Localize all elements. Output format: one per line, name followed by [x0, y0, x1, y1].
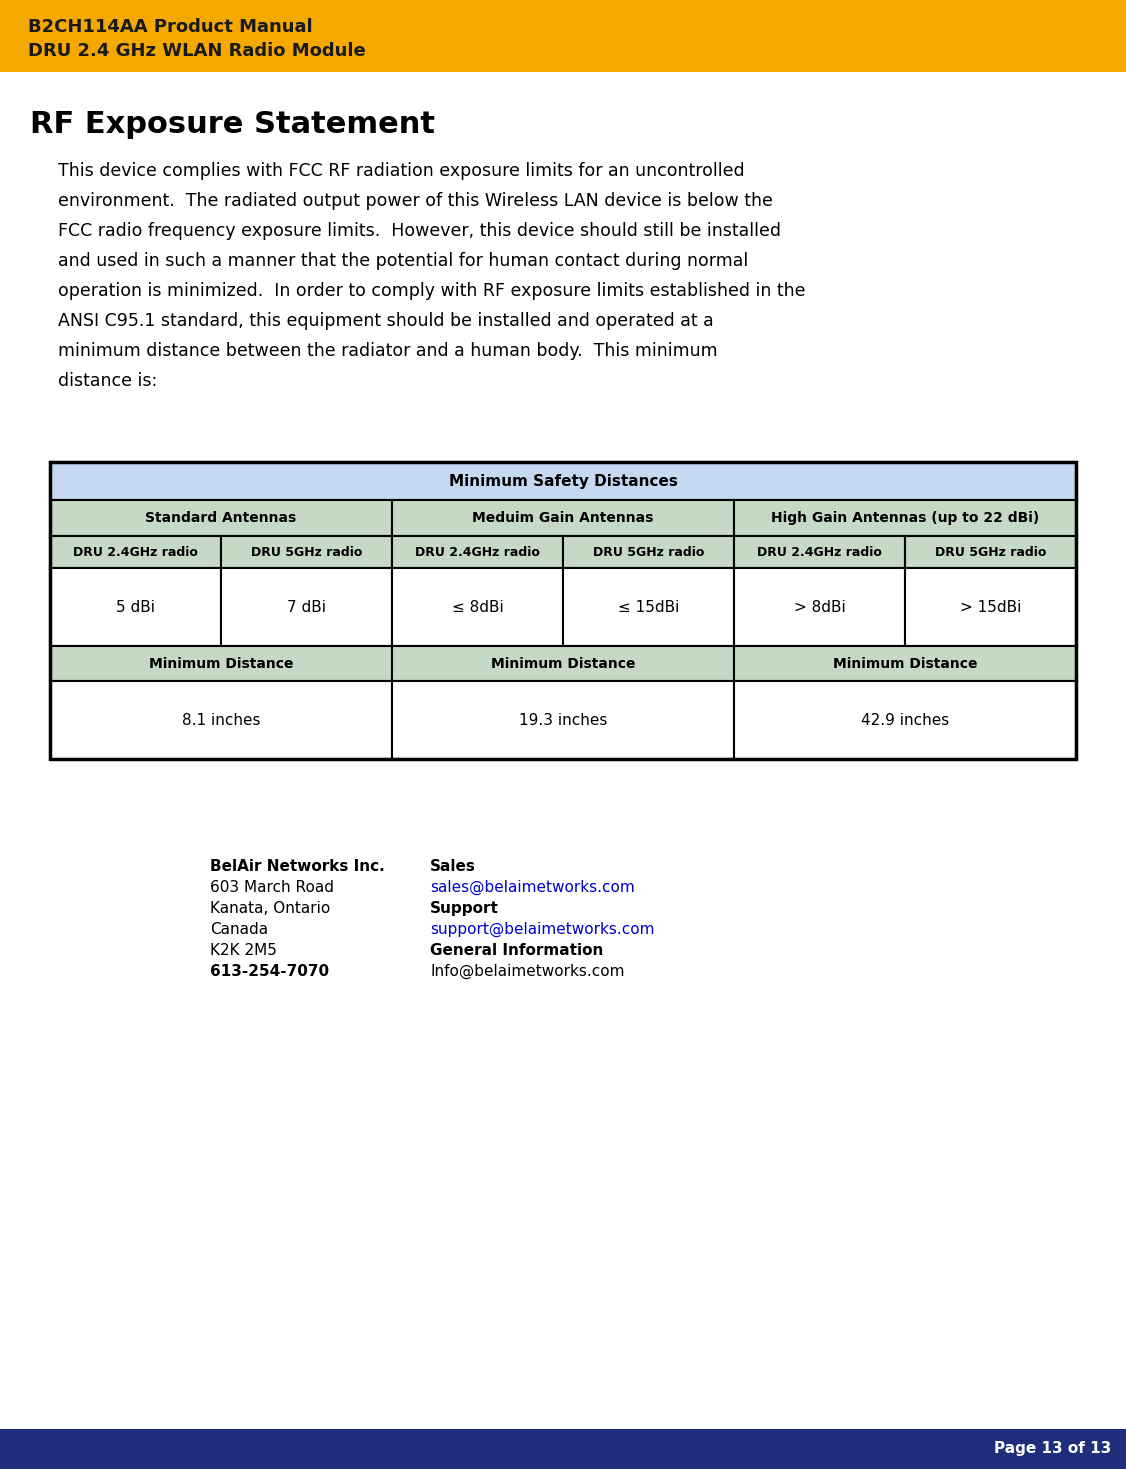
Text: K2K 2M5: K2K 2M5 — [211, 943, 277, 958]
Text: DRU 5GHz radio: DRU 5GHz radio — [251, 545, 363, 558]
Bar — [734, 536, 905, 569]
Bar — [392, 682, 734, 759]
Text: distance is:: distance is: — [59, 372, 158, 389]
Bar — [50, 682, 392, 759]
Text: > 8dBi: > 8dBi — [794, 599, 846, 614]
Bar — [905, 536, 1076, 569]
Text: 7 dBi: 7 dBi — [287, 599, 327, 614]
Text: 8.1 inches: 8.1 inches — [181, 712, 260, 727]
Bar — [734, 646, 1076, 682]
Bar — [734, 682, 1076, 759]
Bar — [392, 646, 734, 682]
Text: Meduim Gain Antennas: Meduim Gain Antennas — [472, 511, 654, 524]
Text: DRU 2.4GHz radio: DRU 2.4GHz radio — [415, 545, 540, 558]
Text: 19.3 inches: 19.3 inches — [519, 712, 607, 727]
Bar — [50, 461, 1076, 759]
Text: Minimum Safety Distances: Minimum Safety Distances — [448, 473, 678, 489]
Bar — [563, 569, 734, 646]
Bar — [50, 569, 221, 646]
Text: DRU 2.4 GHz WLAN Radio Module: DRU 2.4 GHz WLAN Radio Module — [28, 43, 366, 60]
Text: 613-254-7070: 613-254-7070 — [211, 964, 329, 978]
Bar — [50, 646, 392, 682]
Text: ANSI C95.1 standard, this equipment should be installed and operated at a: ANSI C95.1 standard, this equipment shou… — [59, 311, 714, 331]
Text: Standard Antennas: Standard Antennas — [145, 511, 296, 524]
Text: 5 dBi: 5 dBi — [116, 599, 155, 614]
Text: 42.9 inches: 42.9 inches — [861, 712, 949, 727]
Text: DRU 2.4GHz radio: DRU 2.4GHz radio — [73, 545, 198, 558]
Text: BelAir Networks Inc.: BelAir Networks Inc. — [211, 859, 385, 874]
Text: Support: Support — [430, 900, 499, 917]
Text: minimum distance between the radiator and a human body.  This minimum: minimum distance between the radiator an… — [59, 342, 717, 360]
Bar — [392, 569, 563, 646]
Bar — [392, 499, 734, 536]
Bar — [50, 461, 1076, 499]
Text: FCC radio frequency exposure limits.  However, this device should still be insta: FCC radio frequency exposure limits. How… — [59, 222, 781, 239]
Bar — [905, 569, 1076, 646]
Bar — [221, 536, 392, 569]
Text: This device complies with FCC RF radiation exposure limits for an uncontrolled: This device complies with FCC RF radiati… — [59, 162, 744, 181]
Bar — [50, 536, 221, 569]
Text: Page 13 of 13: Page 13 of 13 — [994, 1441, 1111, 1456]
Text: ≤ 15dBi: ≤ 15dBi — [618, 599, 679, 614]
Bar — [0, 0, 1126, 72]
Bar — [734, 569, 905, 646]
Bar — [734, 499, 1076, 536]
Text: support@belaimetworks.com: support@belaimetworks.com — [430, 923, 654, 937]
Text: Sales: Sales — [430, 859, 476, 874]
Text: High Gain Antennas (up to 22 dBi): High Gain Antennas (up to 22 dBi) — [771, 511, 1039, 524]
Text: Minimum Distance: Minimum Distance — [149, 657, 293, 670]
Bar — [50, 499, 392, 536]
Bar — [563, 536, 734, 569]
Text: 603 March Road: 603 March Road — [211, 880, 334, 895]
Bar — [392, 536, 563, 569]
Text: Kanata, Ontario: Kanata, Ontario — [211, 900, 330, 917]
Text: DRU 5GHz radio: DRU 5GHz radio — [592, 545, 704, 558]
Text: environment.  The radiated output power of this Wireless LAN device is below the: environment. The radiated output power o… — [59, 192, 772, 210]
Text: > 15dBi: > 15dBi — [959, 599, 1021, 614]
Bar — [221, 569, 392, 646]
Text: Minimum Distance: Minimum Distance — [833, 657, 977, 670]
Text: B2CH114AA Product Manual: B2CH114AA Product Manual — [28, 18, 313, 37]
Text: General Information: General Information — [430, 943, 604, 958]
Text: DRU 2.4GHz radio: DRU 2.4GHz radio — [757, 545, 882, 558]
Text: Info@belaimetworks.com: Info@belaimetworks.com — [430, 964, 625, 980]
Text: operation is minimized.  In order to comply with RF exposure limits established : operation is minimized. In order to comp… — [59, 282, 805, 300]
Bar — [0, 1429, 1126, 1469]
Text: ≤ 8dBi: ≤ 8dBi — [452, 599, 503, 614]
Text: sales@belaimetworks.com: sales@belaimetworks.com — [430, 880, 635, 895]
Text: RF Exposure Statement: RF Exposure Statement — [30, 110, 435, 140]
Text: and used in such a manner that the potential for human contact during normal: and used in such a manner that the poten… — [59, 253, 749, 270]
Text: Canada: Canada — [211, 923, 268, 937]
Text: Minimum Distance: Minimum Distance — [491, 657, 635, 670]
Text: DRU 5GHz radio: DRU 5GHz radio — [935, 545, 1046, 558]
